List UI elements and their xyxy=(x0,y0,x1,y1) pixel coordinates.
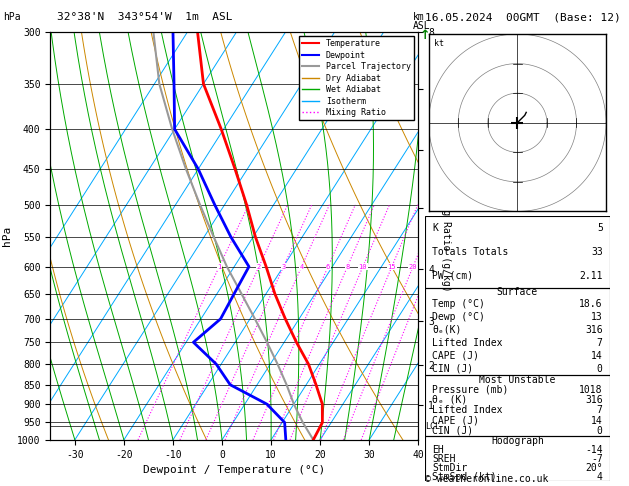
Text: 5: 5 xyxy=(597,223,603,233)
Bar xyxy=(425,375,610,436)
Text: 8: 8 xyxy=(345,263,350,270)
Text: θₑ (K): θₑ (K) xyxy=(432,395,467,405)
Text: 0: 0 xyxy=(597,364,603,374)
Text: Dewp (°C): Dewp (°C) xyxy=(432,312,485,322)
Text: hPa: hPa xyxy=(3,12,21,22)
Text: Temp (°C): Temp (°C) xyxy=(432,298,485,309)
X-axis label: Dewpoint / Temperature (°C): Dewpoint / Temperature (°C) xyxy=(143,465,325,475)
Text: Most Unstable: Most Unstable xyxy=(479,375,555,385)
Text: 20°: 20° xyxy=(585,463,603,473)
Text: 1: 1 xyxy=(217,263,221,270)
Text: 20: 20 xyxy=(409,263,417,270)
Legend: Temperature, Dewpoint, Parcel Trajectory, Dry Adiabat, Wet Adiabat, Isotherm, Mi: Temperature, Dewpoint, Parcel Trajectory… xyxy=(299,36,414,121)
Text: ↑: ↑ xyxy=(420,29,430,42)
Text: 15: 15 xyxy=(387,263,396,270)
Text: kt: kt xyxy=(434,39,444,48)
Text: 13: 13 xyxy=(591,312,603,322)
Text: 14: 14 xyxy=(591,416,603,426)
Text: 2.11: 2.11 xyxy=(579,271,603,281)
Text: Surface: Surface xyxy=(497,287,538,297)
Text: EH: EH xyxy=(432,445,443,455)
Y-axis label: hPa: hPa xyxy=(1,226,11,246)
Text: Lifted Index: Lifted Index xyxy=(432,338,503,347)
Text: StmSpd (kt): StmSpd (kt) xyxy=(432,472,497,482)
Text: km: km xyxy=(413,12,425,22)
Text: CAPE (J): CAPE (J) xyxy=(432,416,479,426)
Text: 316: 316 xyxy=(585,325,603,335)
Text: Totals Totals: Totals Totals xyxy=(432,247,508,257)
Text: -7: -7 xyxy=(591,454,603,464)
Y-axis label: Mixing Ratio (g/kg): Mixing Ratio (g/kg) xyxy=(440,180,450,292)
Text: 4: 4 xyxy=(299,263,304,270)
Text: CIN (J): CIN (J) xyxy=(432,364,473,374)
Text: StmDir: StmDir xyxy=(432,463,467,473)
Text: 2: 2 xyxy=(257,263,261,270)
Text: Hodograph: Hodograph xyxy=(491,436,544,446)
Text: CAPE (J): CAPE (J) xyxy=(432,351,479,361)
Text: 0: 0 xyxy=(597,426,603,436)
Text: 1018: 1018 xyxy=(579,384,603,395)
Bar xyxy=(425,288,610,375)
Text: 33: 33 xyxy=(591,247,603,257)
Bar xyxy=(425,216,610,288)
Text: ASL: ASL xyxy=(413,21,431,31)
Text: © weatheronline.co.uk: © weatheronline.co.uk xyxy=(425,473,548,484)
Text: LCL: LCL xyxy=(425,422,440,431)
Text: PW (cm): PW (cm) xyxy=(432,271,473,281)
Text: 14: 14 xyxy=(591,351,603,361)
Text: -14: -14 xyxy=(585,445,603,455)
Text: 7: 7 xyxy=(597,405,603,416)
Text: CIN (J): CIN (J) xyxy=(432,426,473,436)
Text: 7: 7 xyxy=(597,338,603,347)
Text: θₑ(K): θₑ(K) xyxy=(432,325,462,335)
Text: K: K xyxy=(432,223,438,233)
Text: 6: 6 xyxy=(326,263,330,270)
Text: 16.05.2024  00GMT  (Base: 12): 16.05.2024 00GMT (Base: 12) xyxy=(425,12,620,22)
Text: Lifted Index: Lifted Index xyxy=(432,405,503,416)
Text: 3: 3 xyxy=(281,263,286,270)
Text: SREH: SREH xyxy=(432,454,455,464)
Text: Pressure (mb): Pressure (mb) xyxy=(432,384,508,395)
Text: 18.6: 18.6 xyxy=(579,298,603,309)
Text: 4: 4 xyxy=(597,472,603,482)
Text: 316: 316 xyxy=(585,395,603,405)
Bar xyxy=(425,436,610,481)
Text: 10: 10 xyxy=(359,263,367,270)
Text: 32°38'N  343°54'W  1m  ASL: 32°38'N 343°54'W 1m ASL xyxy=(57,12,232,22)
